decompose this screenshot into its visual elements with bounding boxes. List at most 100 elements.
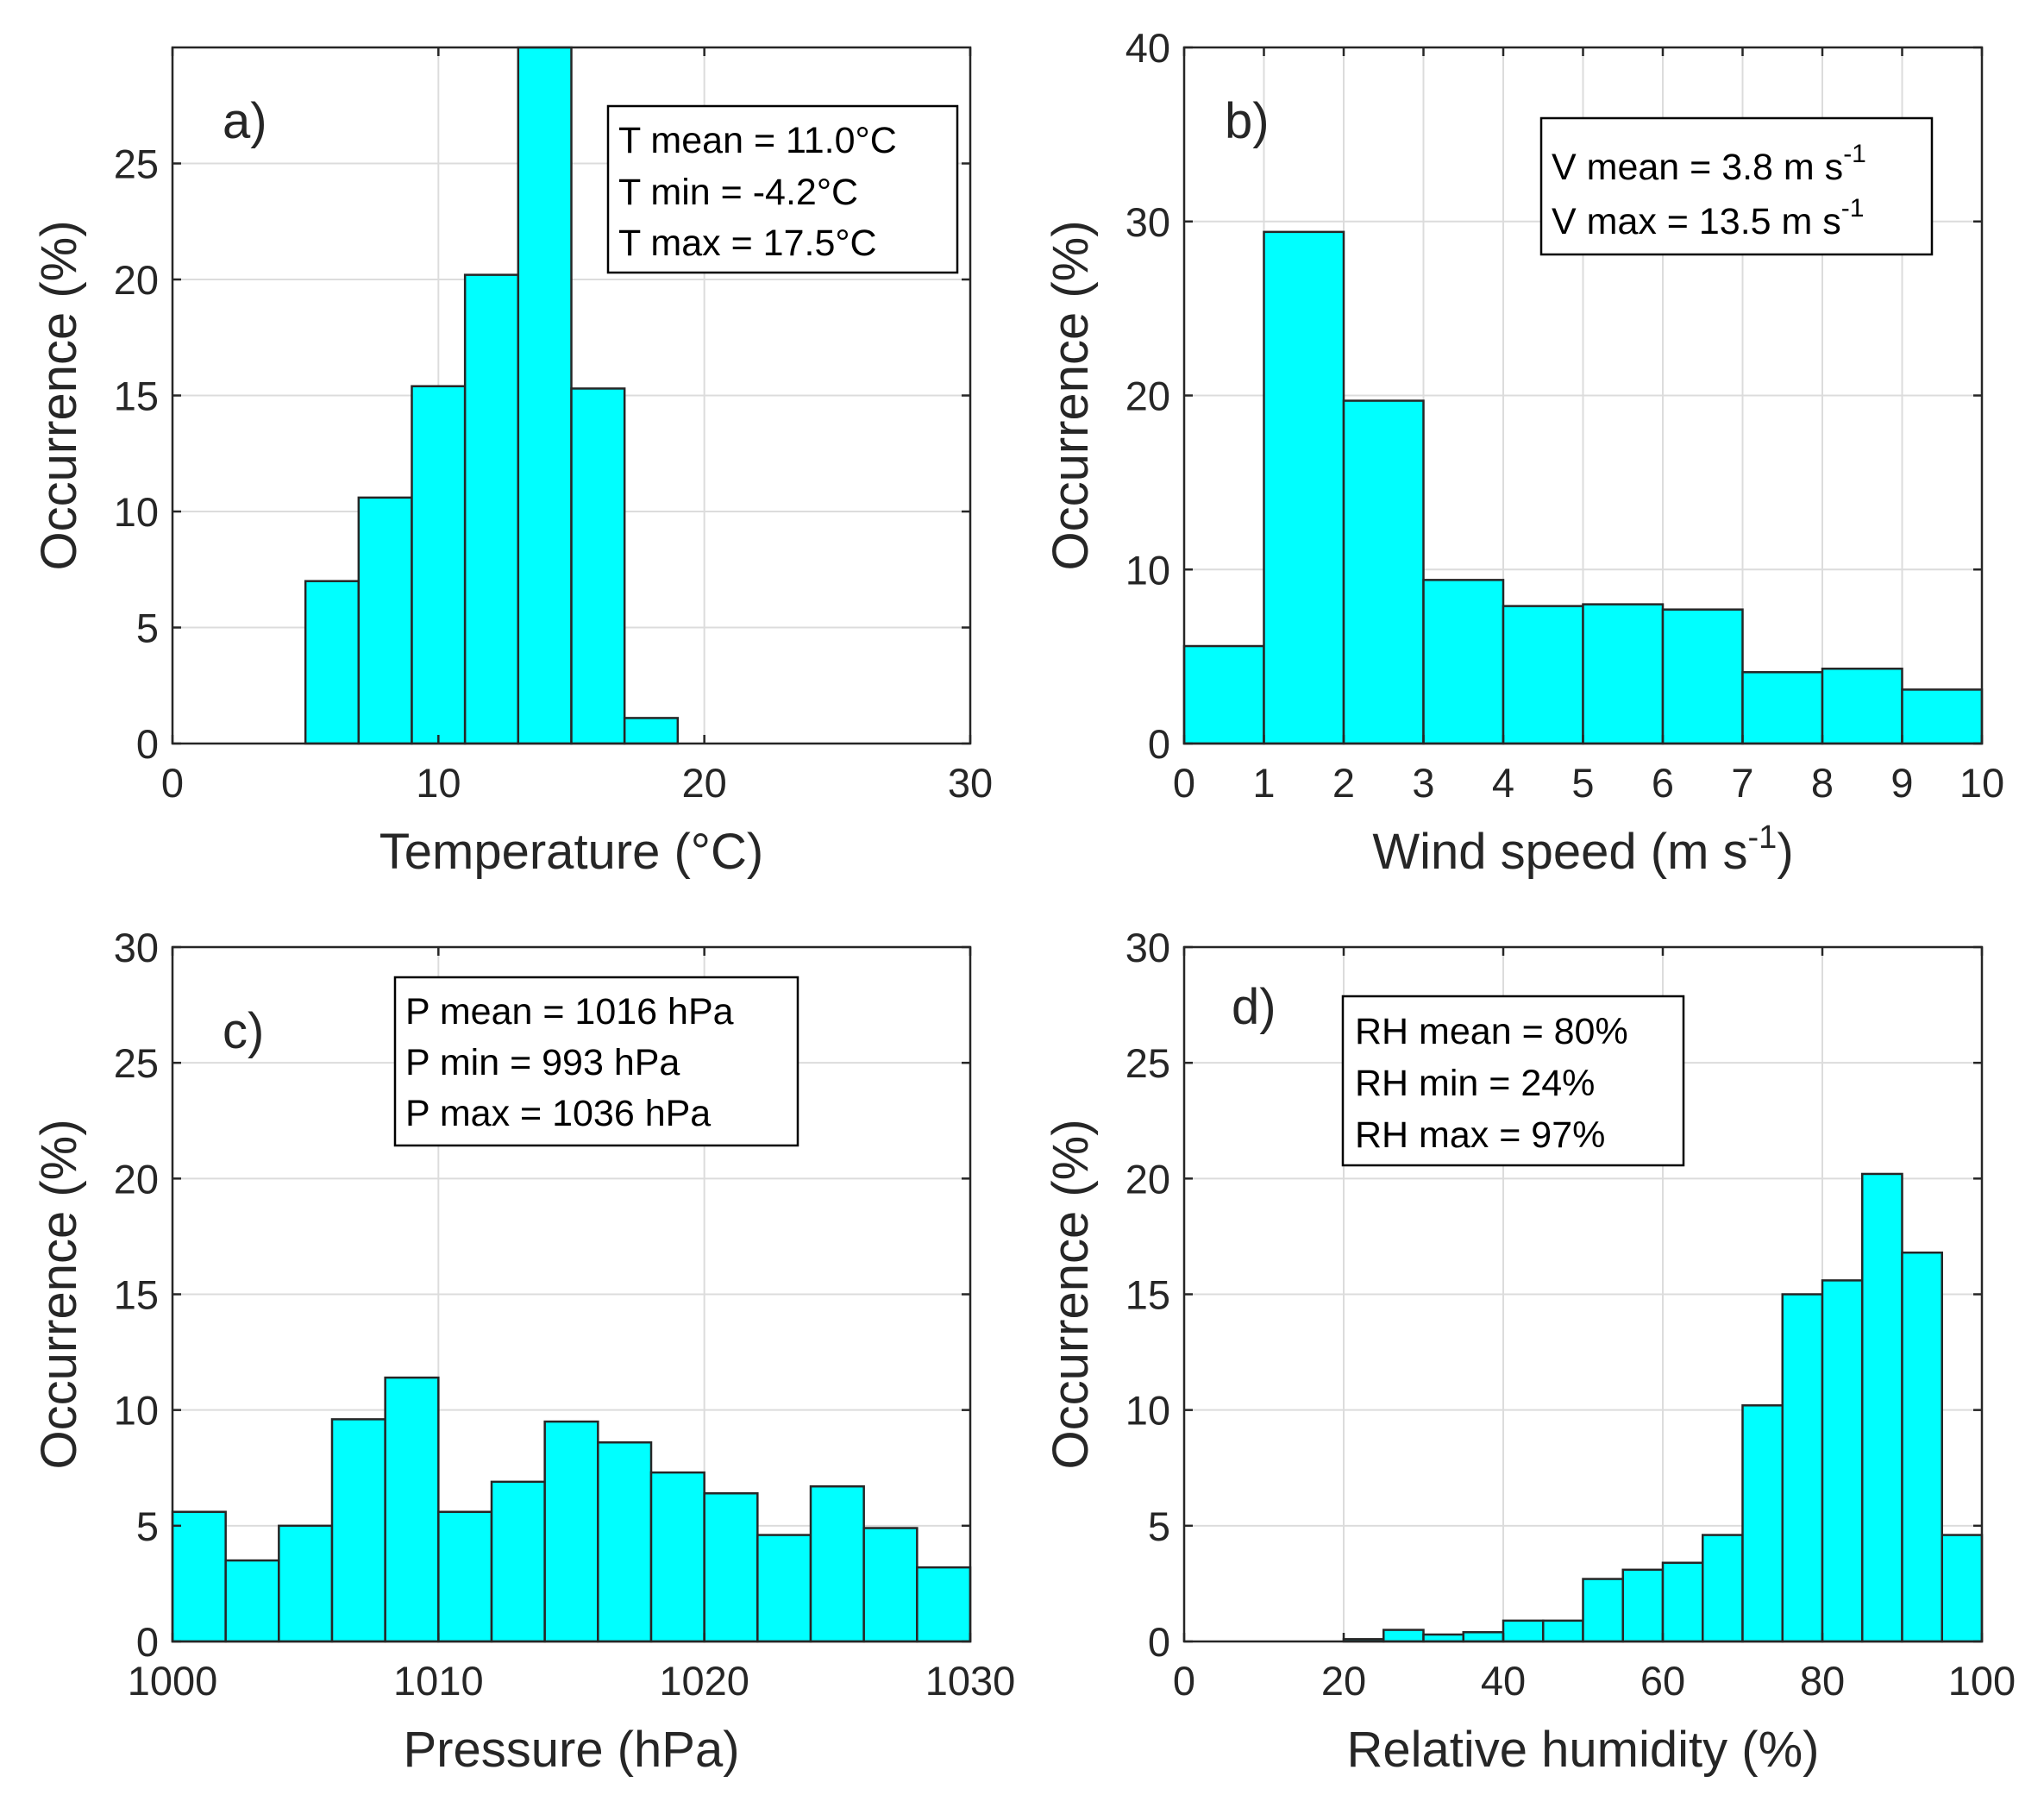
histogram-bar <box>1621 1568 1665 1643</box>
y-tick-label: 5 <box>1148 1503 1170 1549</box>
x-axis-label-end: ) <box>1777 824 1793 880</box>
histogram-bar <box>1582 603 1665 745</box>
stats-line: V max = 13.5 m s-1 <box>1552 194 1864 242</box>
histogram-bar <box>411 385 467 745</box>
x-tick-label: 2 <box>1332 760 1355 806</box>
histogram-bar <box>1342 399 1425 745</box>
x-tick-label: 1 <box>1252 760 1275 806</box>
histogram-bar <box>543 1420 599 1643</box>
histogram-bar <box>1901 688 1984 745</box>
y-axis-label: Occurrence (%) <box>1043 1119 1099 1469</box>
panel-label: a) <box>223 93 267 149</box>
histogram-bar <box>1182 644 1265 745</box>
histogram-bar <box>357 496 413 745</box>
histogram-bar <box>1502 1619 1545 1643</box>
histogram-bar <box>1502 605 1584 745</box>
histogram-bar <box>490 1480 546 1643</box>
histogram-bar <box>703 1492 759 1643</box>
histogram-bar <box>916 1566 972 1643</box>
histogram-bar <box>171 1510 227 1643</box>
x-tick-label: 0 <box>161 760 184 806</box>
y-tick-label: 20 <box>114 1156 159 1202</box>
x-axis-label: Temperature (°C) <box>379 824 763 880</box>
histogram-bar <box>1901 1251 1943 1643</box>
x-tick-label: 1000 <box>128 1658 218 1704</box>
x-tick-label: 30 <box>948 760 993 806</box>
histogram-bar <box>1741 1404 1784 1643</box>
histogram-bar <box>1821 667 1903 745</box>
x-tick-label: 20 <box>1321 1658 1366 1704</box>
histogram-bar <box>1462 1631 1505 1643</box>
y-tick-label: 20 <box>1125 1156 1170 1202</box>
x-tick-label: 10 <box>1959 760 2004 806</box>
histogram-bar <box>1941 1534 1984 1643</box>
x-tick-label: 60 <box>1640 1658 1685 1704</box>
y-tick-label: 20 <box>1125 373 1170 419</box>
histogram-bar <box>1383 1629 1425 1643</box>
y-tick-label: 40 <box>1125 25 1170 71</box>
x-axis-label-text: Relative humidity (%) <box>1347 1722 1820 1778</box>
stats-line: T max = 17.5°C <box>618 223 877 264</box>
histogram-bar <box>756 1534 812 1643</box>
y-tick-label: 20 <box>114 257 159 303</box>
x-tick-label: 7 <box>1731 760 1753 806</box>
stats-box <box>1539 116 1934 256</box>
stats-line-superscript: -1 <box>1841 194 1865 223</box>
histogram-bar <box>517 46 573 745</box>
stats-line-superscript: -1 <box>1843 140 1866 168</box>
y-axis-label: Occurrence (%) <box>1043 220 1099 570</box>
x-tick-label: 0 <box>1173 760 1195 806</box>
histogram-bar <box>224 1559 280 1643</box>
histogram-bar <box>437 1510 493 1643</box>
histogram-bar <box>809 1484 865 1643</box>
y-tick-label: 0 <box>1148 1619 1170 1665</box>
histogram-bar <box>1542 1619 1584 1643</box>
stats-line: T mean = 11.0°C <box>618 120 897 161</box>
histogram-bar <box>623 717 680 745</box>
y-tick-label: 5 <box>136 1503 159 1549</box>
histogram-bar <box>649 1471 705 1643</box>
panel-d-relative-humidity: 0 20 40 60 80 100 0 5 10 15 20 25 30 Relative humidit… <box>1043 925 2016 1778</box>
stats-line: T min = -4.2°C <box>618 172 858 213</box>
histogram-bar <box>278 1524 334 1643</box>
y-tick-label: 5 <box>136 606 159 651</box>
x-tick-label: 3 <box>1412 760 1434 806</box>
y-tick-label: 25 <box>114 141 159 187</box>
x-tick-label: 80 <box>1800 1658 1845 1704</box>
x-axis-label-superscript: -1 <box>1748 819 1778 856</box>
histogram-bar <box>384 1376 440 1643</box>
x-axis-label-text: Pressure (hPa) <box>403 1722 739 1778</box>
stats-line: RH max = 97% <box>1355 1114 1605 1156</box>
y-tick-label: 10 <box>1125 547 1170 593</box>
x-axis-label: Wind speed (m s-1) <box>1372 819 1793 880</box>
panel-c-pressure: 1000 1010 1020 1030 0 5 10 15 20 25 30 Pressure (hP… <box>31 925 1015 1778</box>
stats-line-text: V max = 13.5 m s <box>1552 201 1841 242</box>
histogram-bar <box>1422 579 1505 745</box>
histogram-bar <box>1781 1293 1824 1643</box>
histogram-bar <box>1741 671 1824 745</box>
histogram-bar <box>1702 1534 1744 1643</box>
y-tick-label: 0 <box>1148 721 1170 767</box>
y-tick-label: 25 <box>1125 1040 1170 1086</box>
panel-label: b) <box>1225 93 1270 149</box>
x-axis-label: Relative humidity (%) <box>1347 1722 1820 1778</box>
y-tick-label: 15 <box>114 1272 159 1318</box>
y-tick-label: 15 <box>1125 1272 1170 1318</box>
stats-line-text: V mean = 3.8 m s <box>1552 147 1843 188</box>
histogram-bar <box>463 273 520 745</box>
x-tick-label: 9 <box>1890 760 1913 806</box>
y-tick-label: 30 <box>1125 199 1170 245</box>
panel-label: c) <box>223 1003 264 1059</box>
histogram-bar <box>862 1527 919 1643</box>
y-tick-label: 10 <box>114 1388 159 1434</box>
histogram-bar <box>1661 1561 1704 1643</box>
histogram-bar <box>597 1440 653 1643</box>
histogram-bar <box>1661 608 1744 745</box>
y-tick-label: 15 <box>114 373 159 419</box>
histogram-bar <box>570 387 626 745</box>
x-tick-label: 4 <box>1492 760 1514 806</box>
x-tick-label: 20 <box>682 760 727 806</box>
x-tick-label: 8 <box>1811 760 1834 806</box>
